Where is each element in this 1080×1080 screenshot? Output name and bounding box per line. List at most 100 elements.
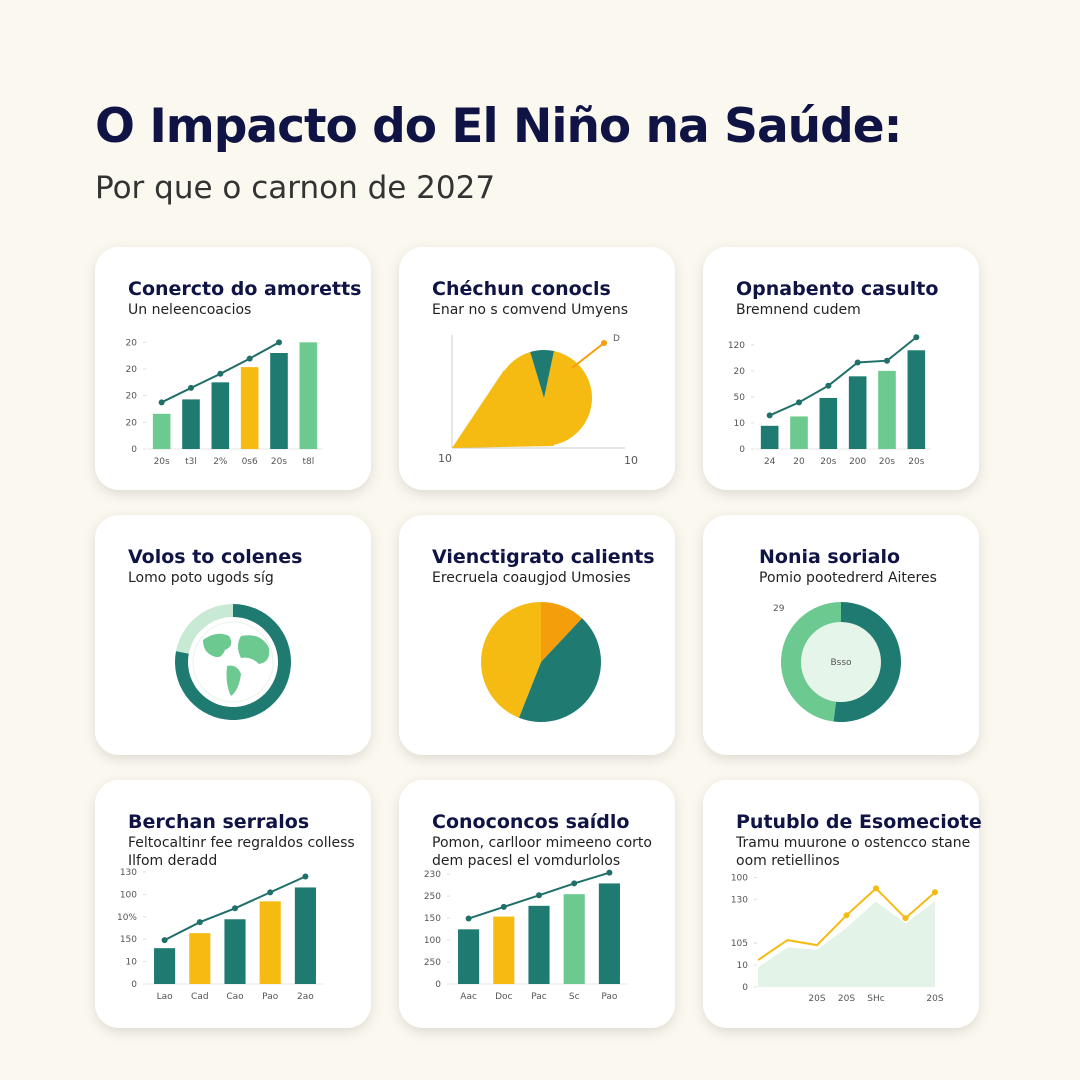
slice: [176, 604, 233, 654]
x-tick-label: 20S: [808, 994, 825, 1004]
trend-point: [902, 915, 909, 922]
x-tick-label: 20s: [271, 457, 287, 467]
y-tick-label: 10: [734, 419, 746, 429]
card-title: Vienctigrato calients: [432, 546, 655, 568]
y-tick-label: 20: [734, 367, 746, 377]
axis-label: 10: [624, 454, 638, 467]
trend-point: [276, 339, 282, 346]
card: Volos to colenes Lomo poto ugods síg: [95, 515, 371, 755]
page-subtitle: Por que o carnon de 2027: [95, 170, 495, 206]
card: Conoconcos saídlo Pomon, carlloor mimeeno…: [399, 780, 675, 1028]
x-tick-label: 20S: [838, 994, 855, 1004]
x-tick-label: Pac: [531, 992, 547, 1002]
y-tick-label: 130: [120, 868, 137, 878]
bar: [189, 933, 211, 984]
trend-point: [884, 357, 890, 364]
bar: [299, 342, 318, 449]
y-tick-label: 100: [424, 936, 441, 946]
x-tick-label: 2%: [213, 457, 228, 467]
card-title: Putublo de Esomeciote: [736, 811, 982, 833]
x-tick-label: t8l: [302, 457, 314, 467]
x-tick-label: Pao: [601, 992, 618, 1002]
pointer: [571, 342, 605, 369]
card-subtitle: Bremnend cudem: [736, 302, 861, 318]
card: Opnabento casulto Bremnend cudem 0 10 50 20 12…: [703, 247, 979, 490]
annotation: D: [613, 334, 620, 344]
trend-point: [796, 399, 802, 406]
slice: [518, 618, 601, 722]
x-tick-label: t3l: [185, 457, 197, 467]
trend-point: [188, 384, 194, 391]
bar: [294, 887, 316, 984]
x-tick-label: Lao: [157, 992, 174, 1002]
trend-point: [302, 873, 309, 880]
trend-point: [766, 412, 773, 419]
x-tick-label: Pao: [262, 992, 279, 1002]
center-label: Bsso: [830, 658, 852, 668]
card: Chéchun conocls Enar no s comvend Umyens D…: [399, 247, 675, 490]
y-tick-label: 120: [728, 341, 745, 351]
card: Conercto do amoretts Un neleencoacios 0 20 2…: [95, 247, 371, 490]
y-tick-label: 105: [731, 939, 748, 949]
bar: [211, 382, 230, 449]
y-tick-label: 20: [126, 392, 138, 402]
card: Nonia sorialo Pomio pootedrerd Aiteres Bss…: [703, 515, 979, 755]
card-subtitle: Lomo poto ugods síg: [128, 570, 274, 586]
donut-hole: [801, 622, 881, 702]
y-tick-label: 0: [739, 445, 745, 455]
card: Berchan serralos Feltocaltinr fee regrald…: [95, 780, 371, 1028]
trend-point: [465, 915, 472, 922]
bar: [240, 367, 259, 449]
x-tick-label: 200: [849, 457, 866, 467]
continent: [203, 633, 232, 658]
slice: [496, 351, 592, 446]
trend-point: [843, 912, 850, 919]
y-tick-label: 130: [731, 895, 748, 905]
bar: [458, 929, 480, 984]
y-tick-label: 20: [126, 338, 138, 348]
continent: [238, 635, 270, 664]
bar: [760, 425, 779, 449]
card-subtitle: Ilfom deradd: [128, 853, 217, 869]
trend-point: [217, 370, 224, 377]
annotation: 29: [773, 604, 785, 614]
y-tick-label: 20: [126, 365, 138, 375]
y-tick-label: 10: [126, 958, 138, 968]
x-tick-label: 2ao: [297, 992, 314, 1002]
x-tick-label: Aac: [460, 992, 477, 1002]
x-tick-label: 20: [793, 457, 805, 467]
y-tick-label: 50: [734, 393, 746, 403]
card-subtitle: Erecruela coaugjod Umosies: [432, 570, 631, 586]
y-tick-label: 10%: [117, 913, 137, 923]
x-tick-label: 20s: [879, 457, 895, 467]
trend-point: [267, 889, 274, 896]
bar: [182, 399, 200, 449]
trend-point: [571, 880, 578, 887]
bar: [270, 353, 288, 449]
cards: Conercto do amoretts Un neleencoacios 0 20 2…: [95, 247, 982, 1028]
x-tick-label: 24: [764, 457, 776, 467]
bar: [154, 948, 176, 984]
bar: [598, 883, 620, 984]
trend-point: [536, 892, 542, 899]
x-tick-label: 20s: [908, 457, 924, 467]
x-tick-label: Sc: [569, 992, 580, 1002]
y-tick-label: 230: [424, 870, 441, 880]
card-subtitle: Un neleencoacios: [128, 302, 251, 318]
y-tick-label: 100: [120, 890, 137, 900]
y-tick-label: 150: [120, 935, 137, 945]
bar: [563, 894, 585, 984]
card-title: Conercto do amoretts: [128, 278, 361, 300]
card-title: Conoconcos saídlo: [432, 811, 629, 833]
card: Vienctigrato calients Erecruela coaugjod …: [399, 515, 675, 755]
bar: [790, 416, 808, 449]
x-tick-label: Doc: [495, 992, 512, 1002]
trend-point: [932, 889, 938, 896]
x-tick-label: Cad: [191, 992, 209, 1002]
card-title: Nonia sorialo: [759, 546, 900, 568]
y-tick-label: 100: [731, 873, 748, 883]
area: [758, 901, 935, 987]
bar: [878, 370, 896, 449]
slice: [541, 602, 583, 662]
slice: [530, 350, 555, 398]
